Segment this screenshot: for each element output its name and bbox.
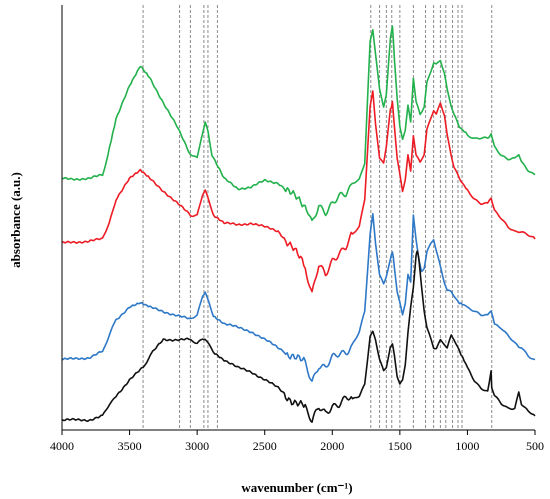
x-tick-label-4000: 4000	[50, 439, 74, 453]
y-axis-title: absorbance (a.u.)	[8, 172, 23, 268]
x-tick-label-500: 500	[526, 439, 544, 453]
reference-lines	[142, 5, 493, 430]
series-line-4	[61, 250, 536, 423]
series-line-2	[61, 90, 536, 293]
x-tick-label-3000: 3000	[185, 439, 209, 453]
x-tick-label-3500: 3500	[118, 439, 142, 453]
x-axis-title: wavenumber (cm⁻¹)	[241, 480, 352, 495]
x-tick-label-1000: 1000	[455, 439, 479, 453]
series-line-1	[62, 25, 536, 222]
x-tick-label-2500: 2500	[253, 439, 277, 453]
x-tick-label-1500: 1500	[388, 439, 412, 453]
x-tick-label-2000: 2000	[320, 439, 344, 453]
series-line-3	[61, 213, 536, 382]
series-layer	[61, 25, 536, 423]
axes: 4000 3500 3000 2500 2000 1500 1000 500	[50, 5, 544, 453]
